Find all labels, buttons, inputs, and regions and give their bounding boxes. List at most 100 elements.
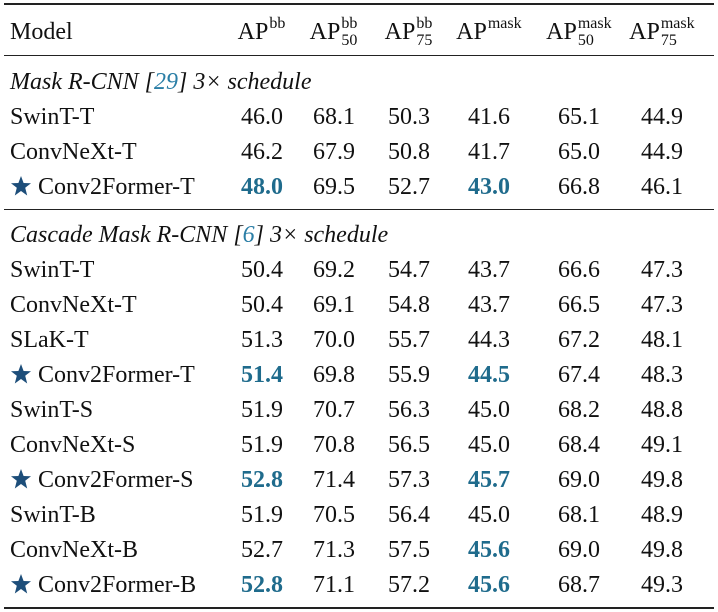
model-name: SwinT-S [10, 396, 93, 424]
sub-sup: bb 50 [340, 16, 357, 49]
header-sup: mask [660, 15, 695, 32]
value-cell: 45.6 [468, 537, 510, 563]
value-cell: 43.0 [468, 174, 510, 200]
header-column: AP mask 75 [629, 15, 695, 49]
value-cell: 46.0 [241, 104, 283, 130]
citation: 6 [242, 222, 255, 248]
header-sup: mask [487, 15, 522, 32]
model-text: ConvNeXt-T [10, 139, 137, 165]
value-cell: 68.4 [558, 432, 600, 458]
value-cell: 51.4 [241, 362, 283, 388]
value-cell: 56.4 [388, 502, 430, 528]
header-base: AP [309, 19, 341, 45]
value-cell: 49.8 [641, 467, 683, 493]
header-model: Model [10, 19, 73, 45]
value-cell: 67.2 [558, 327, 600, 353]
header-column: AP mask [456, 16, 522, 46]
star-icon [11, 574, 31, 594]
header-sup: bb [269, 15, 286, 32]
header-base: AP [237, 19, 269, 45]
value-cell: 41.7 [468, 139, 510, 165]
model-name: Conv2Former-T [10, 361, 195, 389]
model-name: SwinT-T [10, 103, 94, 131]
title-text: Cascade Mask R-CNN [ [10, 222, 243, 248]
value-cell: 45.6 [468, 572, 510, 598]
sub-sup: mask 50 [577, 16, 612, 49]
value-cell: 52.7 [241, 537, 283, 563]
value-cell: 57.5 [388, 537, 430, 563]
header-sub: 75 [416, 32, 433, 49]
model-name: ConvNeXt-T [10, 138, 137, 166]
value-cell: 48.9 [641, 502, 683, 528]
sub-sup: mask [487, 16, 522, 46]
model-name: Conv2Former-B [10, 571, 196, 599]
value-cell: 69.5 [313, 174, 355, 200]
model-text: SwinT-S [10, 397, 94, 423]
value-cell: 50.4 [241, 257, 283, 283]
sub-sup: bb 75 [415, 16, 432, 49]
rule [4, 3, 714, 5]
header-sup: bb [341, 15, 358, 32]
header-sup: bb [416, 15, 433, 32]
header-column: AP bb [237, 16, 287, 46]
title-text: ] 3× schedule [254, 222, 389, 248]
value-cell: 66.6 [558, 257, 600, 283]
model-text: SLaK-T [10, 327, 89, 353]
section-title: Cascade Mask R-CNN [6] 3× schedule [10, 221, 388, 249]
model-text: ConvNeXt-B [10, 537, 138, 563]
value-cell: 50.3 [388, 104, 430, 130]
model-text: ConvNeXt-T [10, 292, 137, 318]
value-cell: 65.1 [558, 104, 600, 130]
value-cell: 70.7 [313, 397, 355, 423]
header-column: AP bb 50 [309, 16, 359, 49]
value-cell: 47.3 [641, 257, 683, 283]
header-sub: 75 [660, 32, 677, 49]
rule [4, 55, 714, 56]
model-text: SwinT-T [10, 257, 95, 283]
value-cell: 57.3 [388, 467, 430, 493]
value-cell: 51.9 [241, 432, 283, 458]
value-cell: 45.0 [468, 397, 510, 423]
value-cell: 69.8 [313, 362, 355, 388]
model-name: ConvNeXt-B [10, 536, 138, 564]
value-cell: 54.7 [388, 257, 430, 283]
value-cell: 56.5 [388, 432, 430, 458]
model-name: SwinT-T [10, 256, 94, 284]
value-cell: 44.3 [468, 327, 510, 353]
value-cell: 51.9 [241, 397, 283, 423]
model-name: SwinT-B [10, 501, 96, 529]
value-cell: 46.1 [641, 174, 683, 200]
value-cell: 68.1 [558, 502, 600, 528]
value-cell: 67.4 [558, 362, 600, 388]
value-cell: 55.9 [388, 362, 430, 388]
header-base: AP [629, 19, 660, 45]
value-cell: 49.8 [641, 537, 683, 563]
model-name: ConvNeXt-T [10, 291, 137, 319]
value-cell: 44.5 [468, 362, 510, 388]
value-cell: 52.7 [388, 174, 430, 200]
value-cell: 51.3 [241, 327, 283, 353]
value-cell: 70.0 [313, 327, 355, 353]
value-cell: 41.6 [468, 104, 510, 130]
value-cell: 68.1 [313, 104, 355, 130]
value-cell: 71.3 [313, 537, 355, 563]
model-name: SLaK-T [10, 326, 89, 354]
value-cell: 69.2 [313, 257, 355, 283]
value-cell: 68.7 [558, 572, 600, 598]
value-cell: 45.0 [468, 502, 510, 528]
value-cell: 57.2 [388, 572, 430, 598]
value-cell: 67.9 [313, 139, 355, 165]
sub-sup: bb [268, 16, 285, 46]
value-cell: 43.7 [468, 292, 510, 318]
rule [4, 607, 714, 609]
header-base: AP [546, 19, 577, 45]
model-name: ConvNeXt-S [10, 431, 135, 459]
value-cell: 69.0 [558, 467, 600, 493]
rule [4, 209, 714, 210]
value-cell: 52.8 [241, 572, 283, 598]
section-title: Mask R-CNN [29] 3× schedule [10, 68, 312, 96]
value-cell: 48.1 [641, 327, 683, 353]
model-text: Conv2Former-B [38, 572, 197, 598]
star-icon [11, 176, 31, 196]
value-cell: 43.7 [468, 257, 510, 283]
